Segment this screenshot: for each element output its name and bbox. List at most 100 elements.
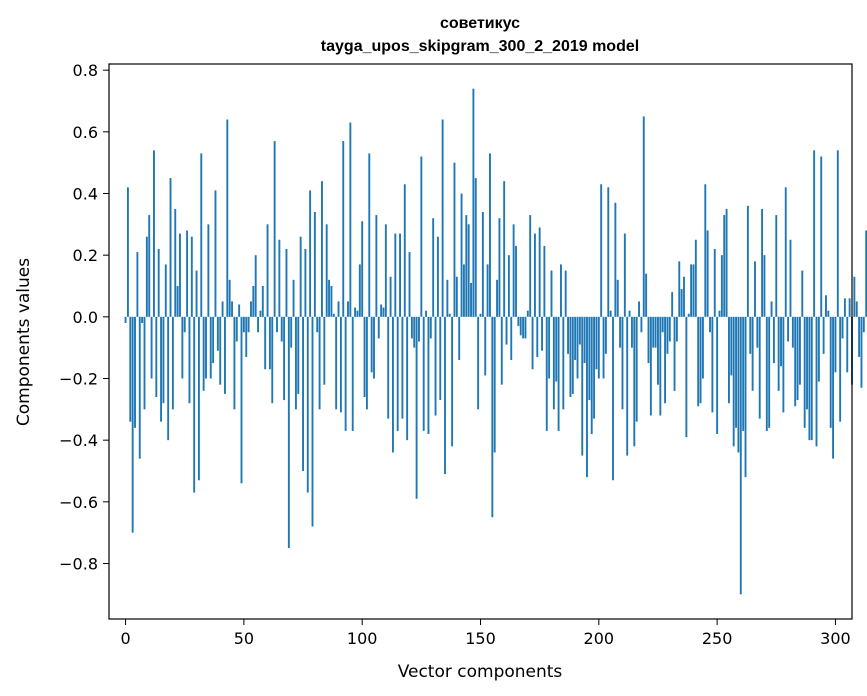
bar xyxy=(683,276,685,317)
bar xyxy=(690,264,693,317)
bar xyxy=(141,316,144,323)
bar xyxy=(784,187,787,317)
bar xyxy=(401,316,404,419)
bar xyxy=(363,316,366,397)
bar xyxy=(597,316,600,379)
bar xyxy=(190,236,193,317)
bar xyxy=(858,316,861,357)
bar xyxy=(687,313,690,317)
bar xyxy=(425,310,428,317)
bar xyxy=(668,316,671,342)
bar xyxy=(392,316,394,453)
bar xyxy=(436,236,439,317)
bar xyxy=(418,316,420,342)
chart-title: советикус xyxy=(440,15,520,32)
bar xyxy=(711,316,714,413)
bar xyxy=(250,301,252,317)
bar xyxy=(836,150,839,317)
y-axis-ticks: −0.8 −0.6 −0.4 −0.2 0.0 0.2 0.4 0.6 0.8 xyxy=(59,61,109,574)
bar xyxy=(484,316,487,376)
bar xyxy=(311,316,314,527)
bar xyxy=(470,282,472,317)
bar xyxy=(240,316,243,484)
bar xyxy=(145,236,148,317)
bar xyxy=(124,316,127,323)
bar xyxy=(304,249,307,317)
bar xyxy=(377,316,380,339)
bar xyxy=(803,316,806,428)
bar xyxy=(332,313,335,317)
bar xyxy=(515,245,517,317)
bar xyxy=(614,202,617,317)
bar xyxy=(780,316,782,367)
bar xyxy=(174,208,177,317)
bar xyxy=(600,184,603,317)
bar xyxy=(619,316,622,348)
bar xyxy=(649,316,652,416)
bar xyxy=(512,224,515,317)
bar xyxy=(160,316,162,422)
bar xyxy=(396,316,399,431)
bar xyxy=(746,205,749,317)
y-axis-label: Components values xyxy=(14,258,34,426)
bar xyxy=(325,224,328,317)
bar xyxy=(666,316,669,354)
bar xyxy=(791,316,794,348)
bar xyxy=(368,153,371,317)
bar xyxy=(503,181,506,317)
bar xyxy=(560,264,562,317)
bar xyxy=(652,316,655,348)
bar xyxy=(524,316,527,339)
bar xyxy=(486,264,489,317)
bar xyxy=(261,286,264,317)
bar xyxy=(179,233,181,317)
bar xyxy=(817,316,820,382)
bar xyxy=(264,316,267,370)
bar xyxy=(628,310,631,317)
bar xyxy=(212,316,215,364)
bar xyxy=(763,255,766,317)
bar xyxy=(673,316,676,391)
bar xyxy=(604,316,607,354)
bar xyxy=(188,316,191,404)
bar xyxy=(749,316,752,354)
bar xyxy=(455,276,458,317)
bar xyxy=(245,316,248,357)
bar xyxy=(167,316,170,441)
bar xyxy=(699,316,702,404)
bar xyxy=(744,316,747,478)
bar xyxy=(257,316,260,333)
bar xyxy=(853,276,856,317)
bar xyxy=(500,316,503,385)
bar xyxy=(233,316,236,410)
bar xyxy=(231,301,233,317)
x-axis-label: Vector components xyxy=(398,662,563,682)
bar xyxy=(382,307,385,317)
bar xyxy=(541,316,543,351)
bar xyxy=(410,316,413,339)
bar xyxy=(335,316,338,410)
bar xyxy=(451,316,454,447)
bar xyxy=(574,316,577,360)
bar xyxy=(415,316,418,499)
bar xyxy=(697,316,700,407)
bar xyxy=(595,316,598,370)
bar xyxy=(576,316,579,379)
bar xyxy=(309,190,312,317)
y-tick-label: 0.6 xyxy=(73,123,98,142)
bar xyxy=(692,264,695,317)
bar xyxy=(787,316,790,342)
bar xyxy=(642,116,645,317)
bar xyxy=(808,316,811,441)
bar xyxy=(477,316,480,410)
bar xyxy=(318,316,321,410)
bar xyxy=(399,233,401,317)
bar xyxy=(664,316,667,404)
bar xyxy=(271,316,274,404)
bar xyxy=(347,301,349,317)
bar xyxy=(633,316,636,447)
bar xyxy=(235,316,238,342)
bar xyxy=(777,316,780,391)
bar xyxy=(716,316,719,434)
